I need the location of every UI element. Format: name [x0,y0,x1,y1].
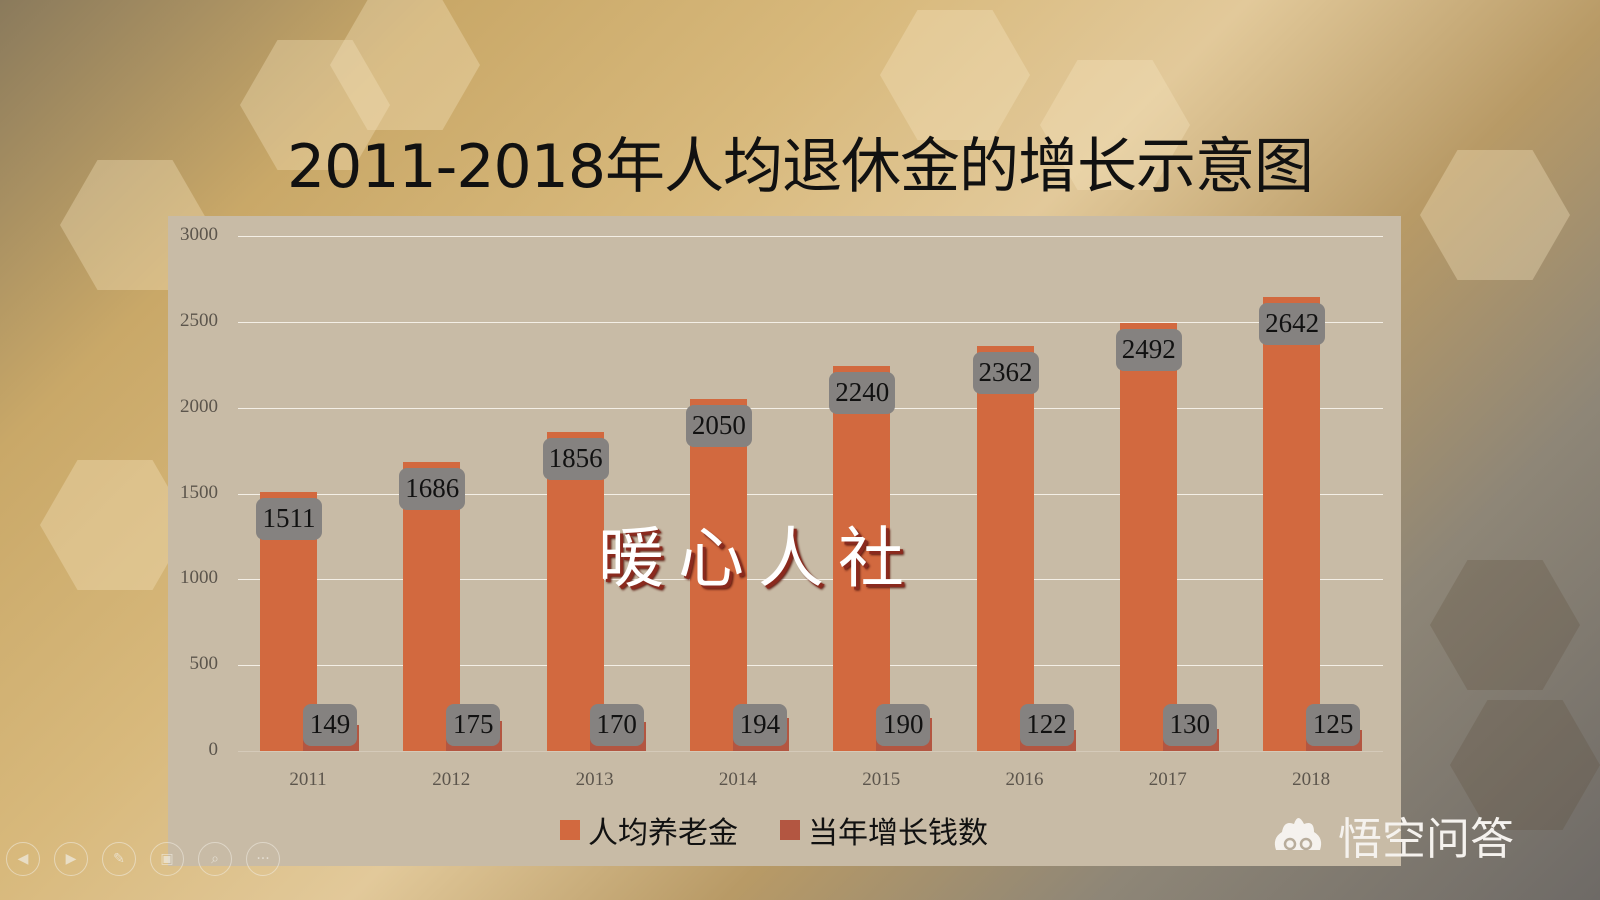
bar-pension-2017[interactable] [1119,323,1177,751]
data-label-pension: 1686 [399,467,466,510]
x-axis-tick: 2013 [575,769,614,790]
data-label-increase: 149 [303,704,357,746]
gridline [238,665,1383,667]
data-label-pension: 2050 [685,405,752,448]
x-axis-tick: 2012 [432,769,471,790]
gridline [238,321,1383,323]
x-axis-tick: 2017 [1148,769,1187,790]
data-label-pension: 2492 [1115,329,1182,372]
slide-overview-button[interactable]: ▣ [150,842,184,876]
data-label-increase: 194 [732,704,787,746]
previous-slide-button[interactable]: ◀ [6,842,40,876]
gridline [238,236,1383,237]
data-label-increase: 170 [589,704,644,746]
y-axis-tick: 2000 [180,395,218,417]
y-axis-tick: 3000 [180,224,218,245]
data-label-increase: 175 [446,704,501,746]
bar-pension-2012[interactable] [403,461,461,751]
previous-slide-icon: ◀ [17,851,29,867]
brand-logo: 悟空问答 [1268,803,1514,867]
slideshow-toolbar: ◀ ▶ ✎ ▣ ⌕ ··· [6,842,280,876]
data-label-increase: 125 [1306,704,1361,746]
y-axis-tick: 1000 [180,567,218,589]
x-axis-tick: 2014 [718,769,757,790]
y-axis-tick: 500 [189,653,219,675]
next-slide-icon: ▶ [65,851,77,867]
data-label-pension: 1511 [256,497,322,540]
bar-pension-2016[interactable] [976,345,1034,751]
brand-name: 悟空问答 [1338,814,1514,865]
gridline [238,407,1383,409]
chart-panel: 人均养老金 当年增长钱数 0 500 1000 1500 2000 2500 3000 151… [168,216,1401,866]
bar-pension-2014[interactable] [689,399,747,751]
x-axis-tick: 2018 [1292,769,1331,790]
legend-swatch-increase [780,820,800,840]
legend-item-pension: 人均养老金 [560,808,738,852]
x-axis-tick: 2015 [862,769,901,790]
y-axis-tick: 1500 [180,481,218,503]
chart-legend: 人均养老金 当年增长钱数 [560,808,1018,852]
data-label-pension: 2642 [1259,303,1326,346]
x-axis-tick: 2011 [289,769,327,790]
bar-pension-2018[interactable] [1263,297,1321,751]
gridline [238,493,1383,495]
pen-button[interactable]: ✎ [102,842,136,876]
more-options-icon: ··· [256,851,270,867]
legend-label-pension: 人均养老金 [588,816,738,851]
y-axis-tick: 0 [208,739,219,760]
x-axis-tick: 2016 [1005,769,1044,790]
legend-label-increase: 当年增长钱数 [808,816,988,851]
cloud-logo-icon [1274,818,1322,851]
zoom-icon: ⌕ [211,851,219,867]
data-label-increase: 190 [876,704,931,746]
data-label-increase: 130 [1162,704,1217,746]
data-label-pension: 2362 [972,351,1039,394]
legend-swatch-pension [560,820,580,840]
data-label-pension: 2240 [829,372,896,415]
pen-icon: ✎ [113,851,125,867]
slide-title: 2011-2018年人均退休金的增长示意图 [286,132,1314,202]
legend-item-increase: 当年增长钱数 [780,808,988,852]
bar-pension-2015[interactable] [833,366,891,751]
gridline [238,579,1383,581]
next-slide-button[interactable]: ▶ [54,842,88,876]
data-label-pension: 1856 [542,438,609,481]
zoom-button[interactable]: ⌕ [198,842,232,876]
y-axis-tick: 2500 [180,309,218,331]
slide-overview-icon: ▣ [160,851,174,867]
data-label-increase: 122 [1019,704,1074,746]
gridline [238,751,1383,752]
bar-pension-2013[interactable] [546,432,604,751]
more-options-button[interactable]: ··· [246,842,280,876]
watermark-text: 暖心人社 [598,520,918,597]
